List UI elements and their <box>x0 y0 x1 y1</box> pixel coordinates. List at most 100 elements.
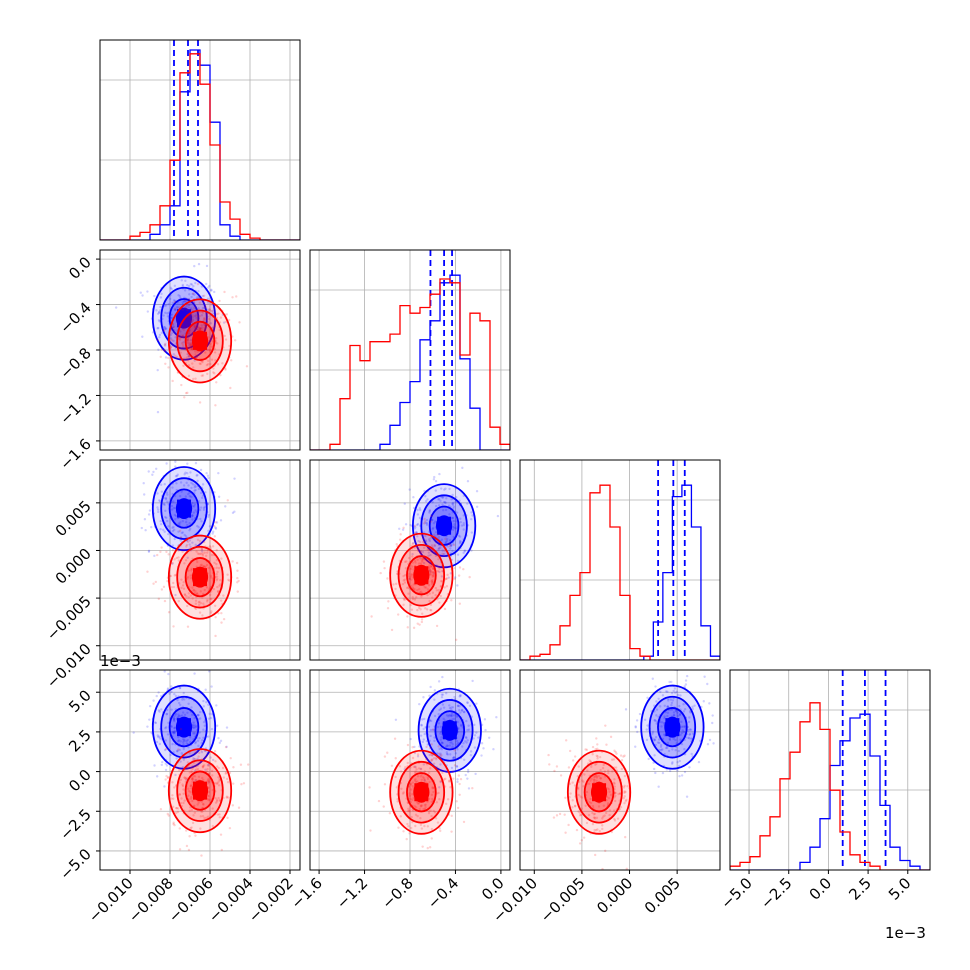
scatter-point <box>236 581 239 584</box>
scatter-point <box>167 366 170 369</box>
scatter-point <box>441 703 445 706</box>
scatter-point <box>210 553 214 557</box>
scatter-point <box>163 530 166 533</box>
scatter-point <box>472 737 475 740</box>
peak-bin <box>592 783 607 802</box>
scatter-point <box>208 712 211 716</box>
scatter-point <box>431 787 434 790</box>
scatter-point <box>205 551 209 554</box>
scatter-point <box>179 778 183 782</box>
scatter-point <box>414 778 417 781</box>
scatter-point <box>217 495 221 499</box>
scatter-point <box>240 783 243 786</box>
scatter-point <box>147 549 151 553</box>
scatter-point <box>448 779 451 782</box>
scatter-point <box>200 324 203 327</box>
scatter-point <box>190 706 193 709</box>
scatter-point <box>214 797 217 800</box>
scatter-point <box>168 297 172 301</box>
scatter-point <box>433 811 437 814</box>
scatter-point <box>613 817 616 821</box>
scatter-point <box>198 751 201 755</box>
hist-blue-2 <box>520 484 720 660</box>
scatter-point <box>432 756 436 760</box>
scatter-point <box>189 343 193 346</box>
scatter-point <box>227 796 230 799</box>
scatter-point <box>432 762 436 765</box>
scatter-point <box>201 810 204 813</box>
scatter-point <box>432 809 435 813</box>
scatter-point <box>189 784 192 788</box>
scatter-point <box>197 775 201 779</box>
scatter-point <box>165 713 168 716</box>
scatter-point <box>174 308 177 311</box>
scatter-point <box>188 789 191 793</box>
scatter-point <box>174 308 177 312</box>
scatter-point <box>457 726 460 730</box>
scatter-point <box>452 519 455 523</box>
scatter-point <box>174 354 177 358</box>
scatter-point <box>419 775 423 778</box>
scatter-point <box>405 837 408 841</box>
scatter-point <box>453 717 456 720</box>
scatter-point <box>224 745 228 749</box>
scatter-point <box>182 691 185 695</box>
scatter-point <box>480 754 483 757</box>
scatter-point <box>451 493 454 497</box>
scatter-point <box>202 318 206 321</box>
scatter-point <box>429 537 432 540</box>
scatter-point <box>209 576 213 579</box>
scatter-point <box>156 735 160 739</box>
scatter-point <box>198 611 202 614</box>
scatter-point <box>711 714 714 717</box>
scatter-point <box>428 511 431 514</box>
scatter-point <box>451 503 455 506</box>
scatter-point <box>678 713 682 716</box>
scatter-point <box>211 545 215 548</box>
scatter-point <box>197 801 200 804</box>
scatter-point <box>163 748 167 752</box>
scatter-point <box>440 575 444 578</box>
scatter-point <box>169 346 172 349</box>
scatter-point <box>205 563 209 567</box>
scatter-point <box>187 354 190 358</box>
scatter-point <box>148 718 151 721</box>
scatter-point <box>177 556 180 559</box>
scatter-point <box>219 316 223 319</box>
scatter-point <box>426 588 430 591</box>
scatter-point <box>443 719 447 722</box>
scatter-point <box>606 802 610 805</box>
scatter-point <box>188 771 191 774</box>
scatter-point <box>608 790 611 793</box>
scatter-point <box>199 601 203 605</box>
scatter-point <box>456 778 459 781</box>
scatter-point <box>206 778 210 781</box>
scatter-point <box>428 753 431 757</box>
scatter-point <box>475 490 479 493</box>
scatter-point <box>671 699 675 702</box>
scatter-point <box>215 381 218 384</box>
scatter-point <box>163 328 166 331</box>
scatter-point <box>620 759 624 762</box>
scatter-point <box>475 731 478 734</box>
scatter-point <box>182 581 185 584</box>
scatter-point <box>159 305 162 309</box>
scatter-point <box>180 714 184 717</box>
scatter-point <box>432 526 435 530</box>
scatter-point <box>198 301 201 304</box>
scatter-point <box>199 468 203 472</box>
scatter-point <box>424 758 428 761</box>
scatter-point <box>414 813 418 816</box>
scatter-point <box>670 703 673 707</box>
scatter-point <box>158 320 161 323</box>
scatter-point <box>440 748 444 751</box>
scatter-point <box>416 755 420 758</box>
scatter-point <box>202 764 205 768</box>
scatter-point <box>221 362 224 365</box>
scatter-point <box>178 848 182 851</box>
scatter-point <box>456 720 459 724</box>
scatter-point <box>674 709 678 712</box>
scatter-point <box>613 819 617 822</box>
scatter-point <box>231 511 235 515</box>
scatter-point <box>431 797 434 801</box>
